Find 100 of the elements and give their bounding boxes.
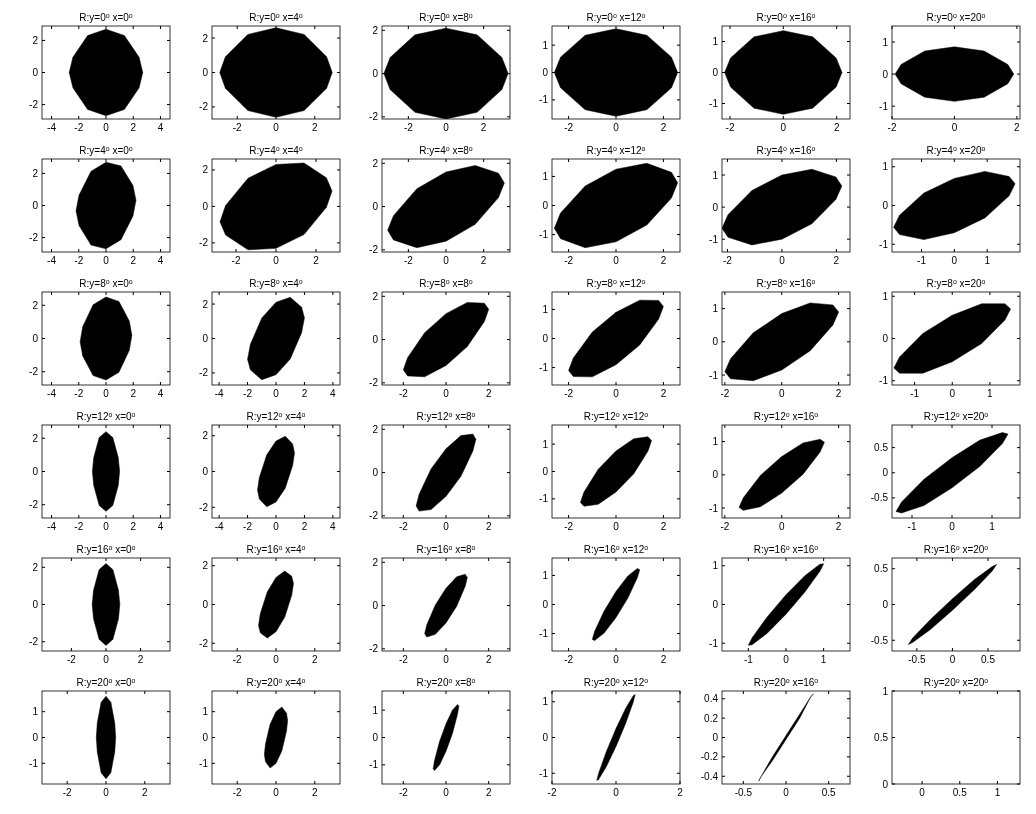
y-tick-label: 0 <box>372 467 379 479</box>
x-tick-label: 2 <box>485 654 492 665</box>
chart-title: R:y=0$^{o}$ x=16$^{o}$ <box>756 11 816 23</box>
x-tick-label: 2 <box>480 255 487 266</box>
x-tick-label: 0 <box>780 122 787 133</box>
y-tick-label: -2 <box>29 636 39 648</box>
chart-title: R:y=0$^{o}$ x=4$^{o}$ <box>249 11 303 23</box>
x-tick-label: 1 <box>984 255 991 266</box>
y-tick-label: 2 <box>32 299 39 311</box>
x-tick-label: 2 <box>485 787 492 798</box>
x-tick-label: 2 <box>835 388 842 399</box>
x-tick-label: 0 <box>103 122 110 133</box>
x-tick-label: 0 <box>783 787 790 798</box>
y-tick-label: -2 <box>29 366 39 378</box>
x-tick-label: -2 <box>720 521 730 532</box>
y-tick-label: -2 <box>369 643 379 655</box>
y-tick-label: -1 <box>539 229 549 241</box>
x-tick-label: 0 <box>778 521 785 532</box>
chart-title: R:y=0$^{o}$ x=20$^{o}$ <box>926 11 986 23</box>
x-tick-label: 2 <box>660 255 667 266</box>
x-tick-label: 0 <box>273 388 280 399</box>
y-tick-label: 0 <box>542 67 549 78</box>
x-tick-label: 2 <box>485 521 492 532</box>
chart-title: R:y=8$^{o}$ x=20$^{o}$ <box>926 277 986 289</box>
y-tick-label: 0 <box>882 778 889 790</box>
x-tick-label: -2 <box>564 255 574 266</box>
y-tick-label: 1 <box>32 706 39 718</box>
x-tick-label: -2 <box>722 255 733 266</box>
y-tick-label: 1 <box>542 39 549 51</box>
x-tick-label: 2 <box>677 787 684 798</box>
y-tick-label: -2 <box>369 244 379 256</box>
y-tick-label: 0 <box>712 201 719 213</box>
x-tick-label: -2 <box>232 787 243 798</box>
x-tick-label: 2 <box>312 787 319 798</box>
chart-title: R:y=0$^{o}$ x=12$^{o}$ <box>586 11 646 23</box>
y-tick-label: 0 <box>882 467 889 479</box>
y-tick-label: 0 <box>372 201 379 213</box>
x-tick-label: 2 <box>312 654 319 665</box>
x-tick-label: -2 <box>403 255 414 266</box>
y-tick-label: -1 <box>539 94 549 106</box>
x-tick-label: 0 <box>273 787 280 798</box>
x-tick-label: 0 <box>273 521 280 532</box>
x-tick-label: -4 <box>214 388 224 399</box>
x-tick-label: 0 <box>443 654 450 665</box>
x-tick-label: 0 <box>443 388 450 399</box>
x-tick-label: 0 <box>103 521 110 532</box>
y-tick-label: 0 <box>882 200 889 211</box>
y-tick-label: 0 <box>32 599 39 610</box>
x-tick-label: 0 <box>103 787 110 798</box>
chart-title: R:y=12$^{o}$ x=4$^{o}$ <box>246 410 306 422</box>
y-tick-label: 2 <box>202 560 209 572</box>
x-tick-label: 0 <box>951 255 958 266</box>
x-tick-label: 4 <box>157 388 164 399</box>
y-tick-label: 0.2 <box>704 712 719 724</box>
y-tick-label: -2 <box>29 99 39 111</box>
y-tick-label: 2 <box>372 423 379 435</box>
chart-title: R:y=12$^{o}$ x=0$^{o}$ <box>76 410 136 422</box>
chart-title: R:y=8$^{o}$ x=12$^{o}$ <box>586 277 646 289</box>
y-tick-label: 0 <box>542 466 549 477</box>
y-tick-label: 2 <box>32 34 39 46</box>
y-tick-label: -1 <box>29 757 39 769</box>
y-tick-label: 0 <box>712 469 719 481</box>
chart-title: R:y=4$^{o}$ x=16$^{o}$ <box>756 144 816 156</box>
x-tick-label: 0 <box>613 787 620 798</box>
y-tick-label: 0 <box>32 67 39 78</box>
y-tick-label: 1 <box>542 303 549 315</box>
chart-title: R:y=20$^{o}$ x=16$^{o}$ <box>753 676 819 688</box>
y-tick-label: -0.2 <box>700 751 719 763</box>
x-tick-label: 0 <box>443 787 450 798</box>
y-tick-label: 0 <box>712 599 719 610</box>
y-tick-label: 2 <box>202 164 209 176</box>
y-tick-label: 2 <box>202 298 209 310</box>
x-tick-label: 0.5 <box>952 787 968 798</box>
y-tick-label: 2 <box>32 167 39 179</box>
y-tick-label: -1 <box>199 757 209 769</box>
y-tick-label: 2 <box>32 432 39 444</box>
y-tick-label: 2 <box>202 32 209 44</box>
x-tick-label: 2 <box>1014 122 1021 133</box>
x-tick-label: 1 <box>989 521 996 532</box>
y-tick-label: -1 <box>539 493 549 505</box>
x-tick-label: -4 <box>47 388 57 399</box>
y-tick-label: -1 <box>539 362 549 374</box>
y-tick-label: 0 <box>372 334 379 346</box>
y-tick-label: 1 <box>542 438 549 450</box>
chart-title: R:y=4$^{o}$ x=12$^{o}$ <box>586 144 646 156</box>
x-tick-label: -2 <box>398 787 409 798</box>
y-tick-label: 1 <box>712 169 719 181</box>
chart-title: R:y=20$^{o}$ x=12$^{o}$ <box>583 676 649 688</box>
y-tick-label: 2 <box>372 290 379 302</box>
chart-title: R:y=12$^{o}$ x=16$^{o}$ <box>753 410 819 422</box>
y-tick-label: -2 <box>199 367 209 379</box>
x-tick-label: 2 <box>660 654 667 665</box>
y-tick-label: 2 <box>372 157 379 169</box>
x-tick-label: 0 <box>273 654 280 665</box>
x-tick-label: 0.5 <box>981 654 996 665</box>
y-tick-label: 0.4 <box>704 693 719 705</box>
chart-title: R:y=16$^{o}$ x=20$^{o}$ <box>923 543 989 555</box>
x-tick-label: 0 <box>949 388 956 399</box>
y-tick-label: -0.5 <box>870 634 889 646</box>
chart-title: R:y=4$^{o}$ x=20$^{o}$ <box>926 144 986 156</box>
